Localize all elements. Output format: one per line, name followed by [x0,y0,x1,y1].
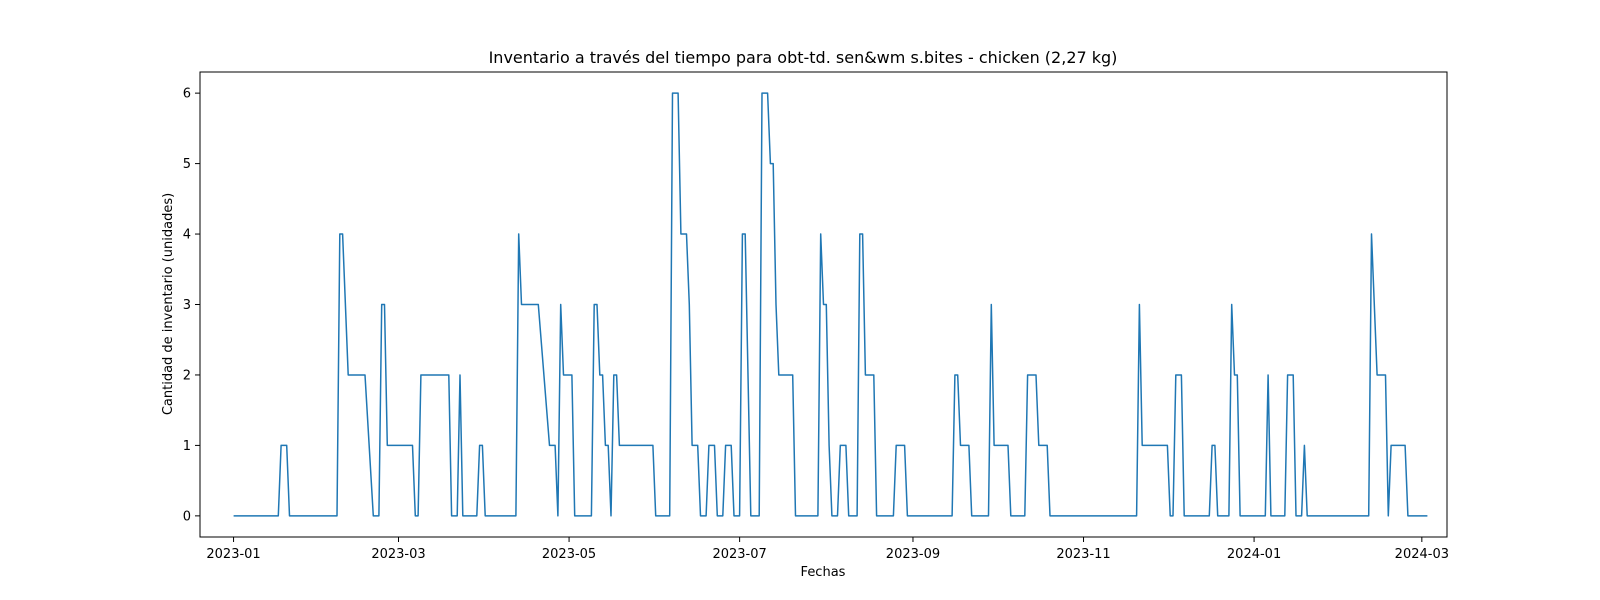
y-tick-label: 0 [183,509,191,524]
x-tick-label: 2024-03 [1395,547,1449,562]
x-tick-label: 2023-05 [542,547,596,562]
inventory-series-line [233,92,1428,517]
x-tick-label: 2023-09 [886,547,940,562]
x-tick-label: 2024-01 [1227,547,1281,562]
y-tick-label: 4 [183,228,191,243]
x-tick-label: 2023-11 [1056,547,1110,562]
y-tick-label: 2 [183,368,191,383]
y-tick-label: 5 [183,157,191,172]
x-tick-label: 2023-07 [712,547,766,562]
y-tick-label: 1 [183,439,191,454]
y-axis-label: Cantidad de inventario (unidades) [161,193,176,415]
y-tick-label: 6 [183,87,191,102]
chart-title: Inventario a través del tiempo para obt-… [489,48,1118,67]
x-tick-label: 2023-03 [371,547,425,562]
x-axis-label: Fechas [801,565,846,580]
x-axis: 2023-01 2023-03 2023-05 2023-07 2023-09 2023-… [206,537,1449,562]
x-tick-label: 2023-01 [206,547,260,562]
y-axis: 0 1 2 3 4 5 6 [183,87,200,524]
y-tick-label: 3 [183,298,191,313]
